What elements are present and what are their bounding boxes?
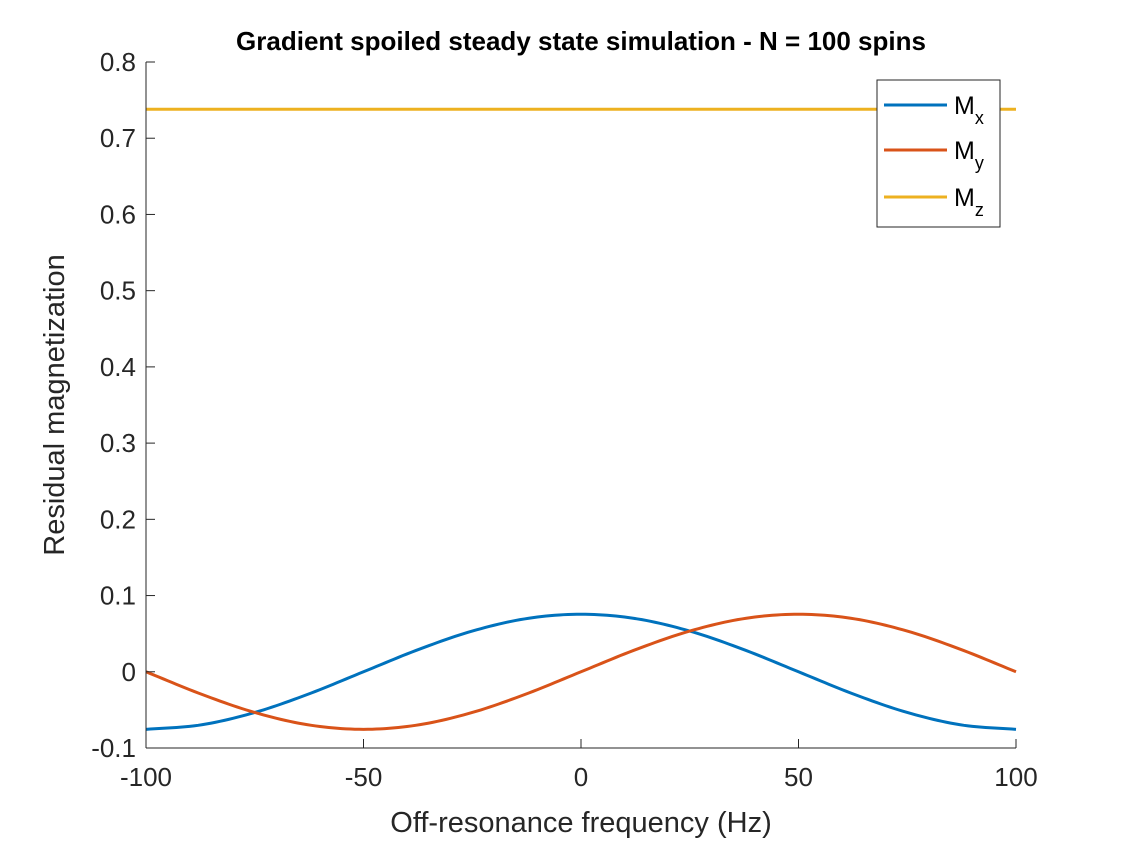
y-tick-label: 0.5 — [100, 276, 136, 306]
y-tick-label: 0 — [122, 657, 136, 687]
y-tick-label: 0.7 — [100, 123, 136, 153]
y-tick-label: 0.1 — [100, 581, 136, 611]
y-axis-label: Residual magnetization — [39, 254, 71, 555]
series-line-mx — [145, 612, 1017, 731]
chart-title: Gradient spoiled steady state simulation… — [236, 26, 926, 56]
x-tick-label: -50 — [345, 762, 383, 792]
series-layer — [145, 107, 1017, 731]
y-tick-label: 0.4 — [100, 352, 136, 382]
y-tick-label: 0.2 — [100, 504, 136, 534]
x-tick-label: -100 — [120, 762, 172, 792]
x-tick-label: 50 — [784, 762, 813, 792]
x-tick-label: 0 — [574, 762, 588, 792]
tick-layer: -100 -50 0 50 100 -0.1 0 0.1 0.2 0.3 0.4 0.5 0.6 0.7 0… — [91, 47, 1038, 792]
legend-label-mz: Mz — [954, 184, 984, 220]
y-tick-label: 0.8 — [100, 47, 136, 77]
legend-label-mx: Mx — [954, 92, 984, 128]
y-tick-label: 0.3 — [100, 428, 136, 458]
series-line-my — [145, 612, 1017, 731]
legend-label-my: My — [954, 137, 984, 173]
y-tick-label: 0.6 — [100, 199, 136, 229]
plot-area — [146, 62, 1016, 748]
x-tick-label: 100 — [994, 762, 1037, 792]
y-tick-label: -0.1 — [91, 733, 136, 763]
x-axis-label: Off-resonance frequency (Hz) — [390, 807, 771, 839]
legend: Mx My Mz — [876, 79, 1001, 228]
